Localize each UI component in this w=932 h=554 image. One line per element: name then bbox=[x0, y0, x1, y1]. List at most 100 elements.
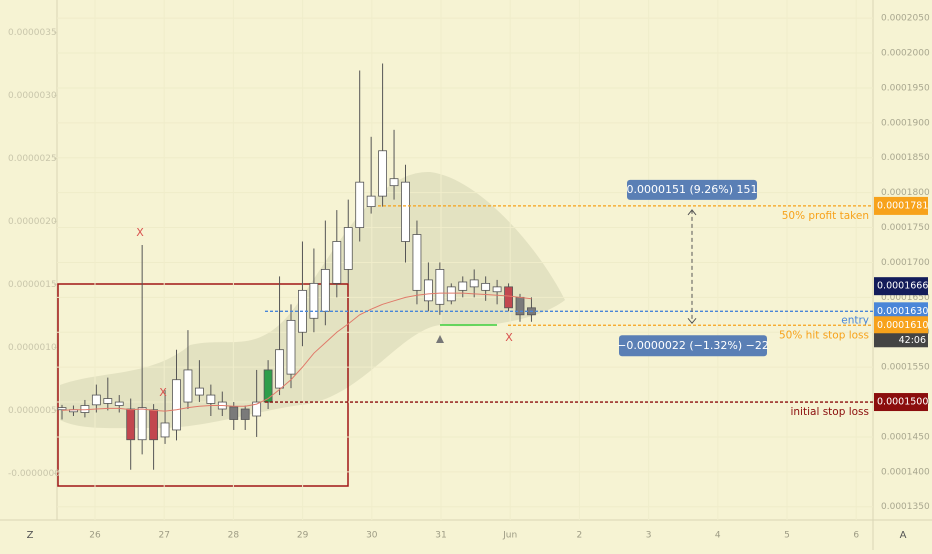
y-tick-label: 0.0002000 bbox=[881, 49, 930, 59]
measure-label: −0.0000022 (−1.32%) −22 bbox=[617, 339, 769, 352]
price-tag-label: 0.0001610 bbox=[877, 320, 928, 331]
countdown-tag bbox=[874, 333, 928, 348]
candle-body bbox=[492, 286, 502, 293]
measure-arrow bbox=[687, 317, 697, 325]
candle-body bbox=[240, 408, 250, 420]
candle-body bbox=[355, 181, 365, 228]
y2-tick-label: 0.0000015 bbox=[8, 280, 57, 290]
triangle-marker bbox=[436, 335, 444, 343]
y-tick-label: 0.0001350 bbox=[881, 502, 930, 512]
x-tick-label: 3 bbox=[646, 531, 652, 541]
y2-tick-label: 0.0000025 bbox=[8, 154, 57, 164]
candle-body bbox=[126, 408, 136, 441]
candle-body bbox=[515, 296, 525, 316]
candle-body bbox=[332, 241, 342, 284]
y-tick-label: 0.0001950 bbox=[881, 83, 930, 93]
price-tag bbox=[874, 196, 928, 215]
candle-body bbox=[103, 398, 113, 404]
countdown: 42:06 bbox=[899, 335, 926, 346]
candle-body bbox=[481, 282, 491, 291]
y-tick-label: 0.0001900 bbox=[881, 118, 930, 128]
x-tick-label: 26 bbox=[89, 531, 101, 541]
range-box bbox=[57, 283, 349, 487]
x-tick-label: 4 bbox=[715, 531, 721, 541]
candle-body bbox=[378, 150, 388, 197]
corner-label: A bbox=[900, 530, 907, 541]
price-tag-label: 0.0001500 bbox=[877, 397, 928, 408]
y-tick-label: 0.0001750 bbox=[881, 223, 930, 233]
price-tag-label: 0.0001630 bbox=[877, 306, 928, 317]
level-name: 50% profit taken bbox=[782, 210, 869, 222]
y2-tick-label: 0.0000010 bbox=[8, 343, 57, 353]
candle-body bbox=[469, 279, 479, 288]
measure-label: 0.0000151 (9.26%) 151 bbox=[626, 183, 757, 196]
measure-box bbox=[627, 179, 757, 200]
price-tag bbox=[874, 302, 928, 321]
level-name: 50% hit stop loss bbox=[779, 329, 869, 341]
price-tag bbox=[874, 316, 928, 335]
candle-body bbox=[435, 269, 445, 305]
candle-body bbox=[172, 379, 181, 431]
measure-box bbox=[619, 335, 767, 357]
candle-body bbox=[206, 394, 216, 404]
price-tag-label: 0.0001666 bbox=[877, 281, 928, 292]
candle-body bbox=[423, 279, 433, 302]
y2-tick-label: 0.0000035 bbox=[8, 28, 57, 38]
candle-body bbox=[446, 286, 456, 302]
candle-body bbox=[458, 281, 468, 291]
x-tick-label: 30 bbox=[366, 531, 378, 541]
y-tick-label: 0.0001400 bbox=[881, 467, 930, 477]
y-tick-label: 0.0002050 bbox=[881, 14, 930, 24]
x-tick-label: 31 bbox=[435, 531, 446, 541]
candle-body bbox=[320, 269, 330, 312]
candle-body bbox=[263, 369, 273, 403]
candle-body bbox=[194, 387, 204, 396]
candle-body bbox=[412, 234, 422, 291]
y-tick-label: 0.0001850 bbox=[881, 153, 930, 163]
candle-body bbox=[57, 407, 67, 411]
price-tag-label: 0.0001781 bbox=[877, 200, 928, 211]
candle-body bbox=[389, 178, 399, 187]
candle-body bbox=[504, 286, 513, 309]
level-name: entry bbox=[841, 314, 869, 326]
y-tick-label: 0.0001800 bbox=[881, 188, 930, 198]
candle-body bbox=[286, 319, 296, 375]
measure-arrow bbox=[687, 209, 697, 216]
price-tag bbox=[874, 277, 928, 296]
x-tick-label: 27 bbox=[158, 531, 169, 541]
marker: X bbox=[159, 386, 167, 399]
x-tick-label: 2 bbox=[577, 531, 583, 541]
candle-body bbox=[160, 422, 170, 438]
marker: X bbox=[505, 331, 513, 344]
x-tick-label: Jun bbox=[502, 531, 517, 541]
candle-body bbox=[309, 282, 319, 319]
x-tick-label: 28 bbox=[228, 531, 240, 541]
candle-body bbox=[401, 181, 410, 242]
candle-body bbox=[91, 394, 101, 406]
level-name: initial stop loss bbox=[790, 406, 869, 418]
marker: X bbox=[136, 226, 144, 239]
price-tag bbox=[874, 393, 928, 412]
candle-body bbox=[252, 401, 262, 417]
candle-body bbox=[149, 409, 159, 441]
y2-tick-label: 0.0000020 bbox=[8, 217, 57, 227]
y-tick-label: 0.0001650 bbox=[881, 293, 930, 303]
candle-body bbox=[229, 406, 239, 420]
y-tick-label: 0.0001550 bbox=[881, 363, 930, 373]
y2-tick-label: 0.0000005 bbox=[8, 406, 57, 416]
y-tick-label: 0.0001700 bbox=[881, 258, 930, 268]
candle-body bbox=[183, 369, 193, 403]
candle-body bbox=[137, 407, 147, 441]
y2-tick-label: 0.0000030 bbox=[8, 91, 57, 101]
x-tick-label: 5 bbox=[784, 531, 790, 541]
candle-body bbox=[275, 349, 284, 389]
x-tick-label: 29 bbox=[297, 531, 309, 541]
corner-label: Z bbox=[27, 530, 34, 541]
x-tick-label: 6 bbox=[853, 531, 859, 541]
candle-body bbox=[80, 405, 90, 413]
candle-body bbox=[366, 195, 376, 208]
y-tick-label: 0.0001450 bbox=[881, 432, 930, 442]
y2-tick-label: -0.0000000 bbox=[8, 469, 60, 479]
candle-body bbox=[343, 227, 353, 270]
